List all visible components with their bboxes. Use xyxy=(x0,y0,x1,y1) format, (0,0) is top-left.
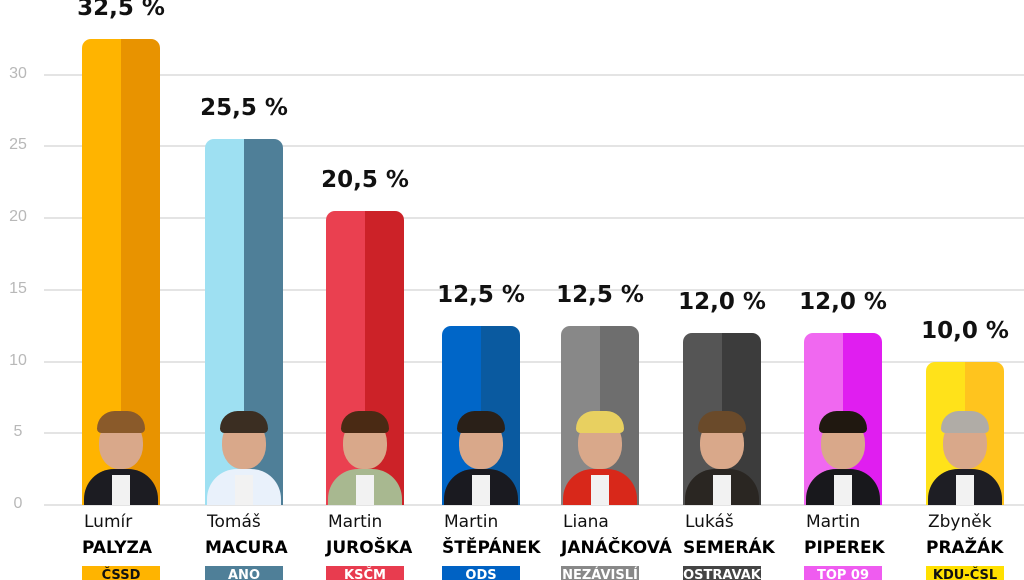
y-tick-label: 25 xyxy=(9,136,27,154)
candidate-last-name: JUROŠKA xyxy=(326,538,413,558)
party-badge: TOP 09 xyxy=(804,566,882,580)
y-tick-label: 5 xyxy=(13,423,23,441)
candidate-first-name: Tomáš xyxy=(207,512,261,532)
candidate-first-name: Liana xyxy=(563,512,609,532)
bar xyxy=(926,361,1004,505)
candidate-first-name: Zbyněk xyxy=(928,512,992,532)
value-label: 10,0 % xyxy=(921,317,1009,344)
candidate-last-name: PALYZA xyxy=(82,538,153,558)
party-badge: NEZÁVISLÍ xyxy=(561,566,639,580)
candidate-first-name: Martin xyxy=(806,512,861,532)
candidate-column: 20,5 % Martin JUROŠKA KSČM xyxy=(321,0,412,580)
candidate-column: 32,5 % Lumír PALYZA ČSSD xyxy=(77,0,165,580)
bar xyxy=(326,210,404,505)
bar xyxy=(804,332,882,505)
candidate-last-name: JANÁČKOVÁ xyxy=(561,538,672,558)
candidate-last-name: MACURA xyxy=(205,538,288,558)
value-label: 25,5 % xyxy=(200,95,288,122)
candidate-first-name: Martin xyxy=(444,512,499,532)
y-tick-label: 0 xyxy=(13,495,23,512)
candidate-photo xyxy=(926,409,1004,505)
candidate-column: 10,0 % Zbyněk PRAŽÁK KDU-ČSL xyxy=(921,0,1009,580)
gridline xyxy=(44,145,1024,148)
candidate-column: 12,0 % Martin PIPEREK TOP 09 xyxy=(799,0,887,580)
candidate-last-name: ŠTĚPÁNEK xyxy=(442,538,541,558)
candidate-column: 12,0 % Lukáš SEMERÁK OSTRAVAK xyxy=(678,0,775,580)
candidate-first-name: Martin xyxy=(328,512,383,532)
bar xyxy=(561,325,639,505)
bar xyxy=(82,38,160,505)
gridline xyxy=(44,288,1024,291)
y-tick-label: 15 xyxy=(9,279,27,297)
candidate-last-name: PRAŽÁK xyxy=(926,538,1004,558)
candidate-photo xyxy=(442,409,520,505)
value-label: 20,5 % xyxy=(321,166,409,193)
candidate-photo xyxy=(205,409,283,505)
value-label: 12,5 % xyxy=(437,281,525,308)
party-badge: ODS xyxy=(442,566,520,580)
party-badge: KDU-ČSL xyxy=(926,566,1004,580)
y-tick-label: 20 xyxy=(9,208,27,225)
candidate-last-name: PIPEREK xyxy=(804,538,885,558)
bar xyxy=(442,325,520,505)
party-badge: ANO xyxy=(205,566,283,580)
gridline xyxy=(44,217,1024,219)
gridline xyxy=(44,73,1024,76)
candidate-photo xyxy=(82,409,160,505)
candidate-photo xyxy=(561,409,639,505)
candidate-photo xyxy=(683,409,761,505)
party-badge: OSTRAVAK xyxy=(683,566,761,580)
candidate-first-name: Lumír xyxy=(84,512,133,532)
gridline xyxy=(44,360,1024,363)
value-label: 12,5 % xyxy=(556,281,644,308)
gridline xyxy=(44,504,1024,506)
bar xyxy=(683,332,761,505)
candidate-column: 12,5 % Liana JANÁČKOVÁ NEZÁVISLÍ xyxy=(556,0,672,580)
value-label: 12,0 % xyxy=(799,288,887,315)
candidate-last-name: SEMERÁK xyxy=(683,538,775,558)
y-tick-label: 10 xyxy=(9,351,27,369)
candidate-first-name: Lukáš xyxy=(685,512,734,532)
gridline xyxy=(44,432,1024,435)
value-label: 32,5 % xyxy=(77,0,165,21)
candidate-column: 25,5 % Tomáš MACURA ANO xyxy=(200,0,288,580)
candidate-photo xyxy=(804,409,882,505)
party-badge: KSČM xyxy=(326,566,404,580)
party-badge: ČSSD xyxy=(82,566,160,580)
candidate-column: 12,5 % Martin ŠTĚPÁNEK ODS xyxy=(437,0,541,580)
bar xyxy=(205,139,283,505)
candidate-photo xyxy=(326,409,404,505)
y-tick-label: 30 xyxy=(9,64,27,82)
value-label: 12,0 % xyxy=(678,288,766,315)
